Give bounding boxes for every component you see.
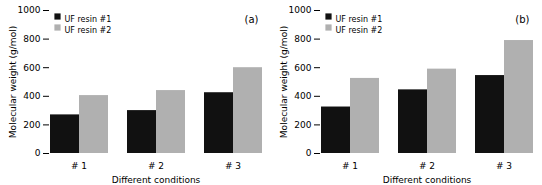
svg-text:600: 600 <box>23 63 40 73</box>
svg-text:Different conditions: Different conditions <box>112 175 201 185</box>
svg-text:# 2: # 2 <box>148 161 164 171</box>
svg-text:Molecular weight (g/mol): Molecular weight (g/mol) <box>279 26 289 138</box>
svg-text:# 1: # 1 <box>71 161 87 171</box>
svg-text:1000: 1000 <box>289 5 312 15</box>
svg-text:UF resin #1: UF resin #1 <box>336 15 383 24</box>
svg-text:200: 200 <box>294 120 311 130</box>
svg-text:400: 400 <box>294 91 311 101</box>
svg-text:# 3: # 3 <box>225 161 241 171</box>
svg-text:UF resin #2: UF resin #2 <box>65 26 112 35</box>
svg-text:400: 400 <box>23 91 40 101</box>
svg-text:UF resin #1: UF resin #1 <box>65 15 112 24</box>
svg-text:(b): (b) <box>515 14 529 25</box>
svg-text:UF resin #2: UF resin #2 <box>336 26 383 35</box>
svg-text:0: 0 <box>35 148 41 158</box>
svg-text:Different conditions: Different conditions <box>383 175 472 185</box>
svg-text:1000: 1000 <box>18 5 41 15</box>
svg-text:# 3: # 3 <box>496 161 512 171</box>
svg-text:0: 0 <box>306 148 312 158</box>
svg-text:Molecular weight (g/mol): Molecular weight (g/mol) <box>8 26 18 138</box>
svg-text:200: 200 <box>23 120 40 130</box>
svg-text:(a): (a) <box>245 14 259 25</box>
svg-text:800: 800 <box>23 34 40 44</box>
svg-text:600: 600 <box>294 63 311 73</box>
svg-text:# 2: # 2 <box>419 161 435 171</box>
svg-text:# 1: # 1 <box>342 161 358 171</box>
svg-text:800: 800 <box>294 34 311 44</box>
